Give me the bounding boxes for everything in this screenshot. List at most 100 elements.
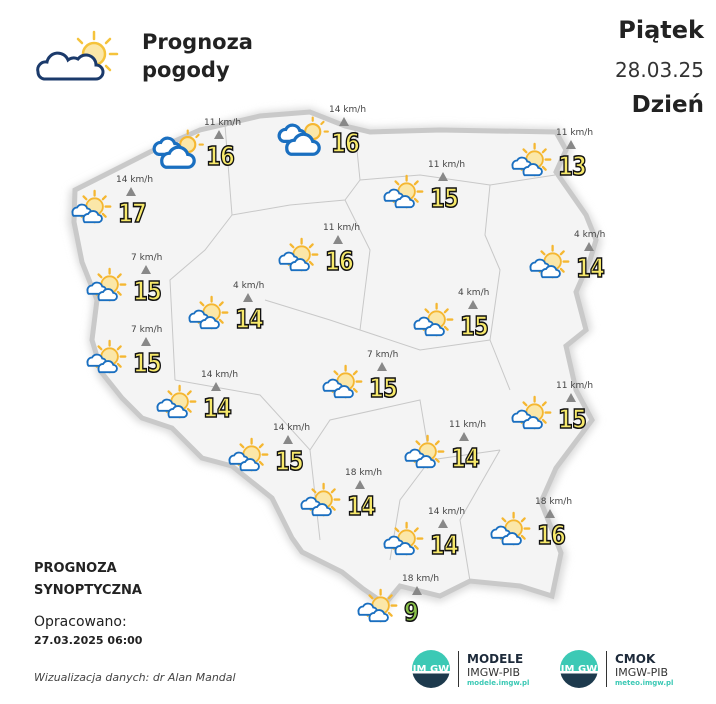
partly-cloudy-icon xyxy=(274,237,320,274)
title-line-2: pogody xyxy=(142,58,230,82)
wind-speed: 11 km/h xyxy=(556,381,594,391)
wind-speed: 14 km/h xyxy=(329,105,367,115)
wind-arrow-icon xyxy=(214,130,224,139)
wind-speed: 4 km/h xyxy=(233,281,265,291)
wind-arrow-icon xyxy=(412,586,422,595)
wind-arrow-icon xyxy=(141,265,151,274)
temperature: 15 xyxy=(429,183,459,215)
temperature: 16 xyxy=(536,520,566,552)
temperature: 14 xyxy=(202,393,232,425)
cloudy-icon xyxy=(151,128,205,172)
wind-speed: 14 km/h xyxy=(116,175,154,185)
wind-arrow-icon xyxy=(339,117,349,126)
forecast-day: Piątek xyxy=(618,16,704,44)
partly-cloudy-icon xyxy=(152,384,198,421)
forecast-period: Dzień xyxy=(631,92,704,118)
wind-speed: 11 km/h xyxy=(449,420,487,430)
temperature: 15 xyxy=(274,446,304,478)
partly-cloudy-icon xyxy=(67,189,113,226)
wind-arrow-icon xyxy=(459,432,469,441)
divider xyxy=(458,651,459,687)
wind-arrow-icon xyxy=(333,235,343,244)
partly-cloudy-icon xyxy=(184,295,230,332)
temperature: 14 xyxy=(234,304,264,336)
wind-arrow-icon xyxy=(243,293,253,302)
wind-speed: 4 km/h xyxy=(574,230,606,240)
label-line-1: PROGNOZA xyxy=(34,561,117,576)
temperature: 13 xyxy=(557,151,587,183)
partly-cloudy-icon xyxy=(82,339,128,376)
wind-arrow-icon xyxy=(438,519,448,528)
temperature: 14 xyxy=(429,530,459,562)
title-line-1: Prognoza xyxy=(142,30,253,54)
wind-speed: 7 km/h xyxy=(131,325,163,335)
wind-arrow-icon xyxy=(566,393,576,402)
logo-modele[interactable]: IM GW MODELE IMGW-PIB modele.imgw.pl xyxy=(412,650,529,688)
credit: Wizualizacja danych: dr Alan Mandal xyxy=(34,671,236,684)
wind-speed: 7 km/h xyxy=(131,253,163,263)
partly-cloudy-icon xyxy=(82,267,128,304)
wind-speed: 18 km/h xyxy=(345,468,383,478)
logo-cmok[interactable]: IM GW CMOK IMGW-PIB meteo.imgw.pl xyxy=(560,650,673,688)
wind-speed: 11 km/h xyxy=(323,223,361,233)
temperature: 16 xyxy=(324,246,354,278)
forecast-type-label: PROGNOZA SYNOPTYCZNA xyxy=(34,558,142,602)
temperature: 14 xyxy=(346,491,376,523)
partly-cloudy-icon xyxy=(379,521,425,558)
temperature: 14 xyxy=(450,443,480,475)
temperature: 15 xyxy=(459,311,489,343)
wind-speed: 7 km/h xyxy=(367,350,399,360)
temperature: 17 xyxy=(117,198,147,230)
imgw-logo-icon: IM GW xyxy=(560,650,598,688)
wind-speed: 14 km/h xyxy=(428,507,466,517)
wind-arrow-icon xyxy=(211,382,221,391)
wind-speed: 14 km/h xyxy=(273,423,311,433)
wind-speed: 11 km/h xyxy=(428,160,466,170)
temperature: 15 xyxy=(368,373,398,405)
forecast-date: 28.03.25 xyxy=(614,58,704,82)
label-line-2: SYNOPTYCZNA xyxy=(34,583,142,598)
wind-arrow-icon xyxy=(468,300,478,309)
wind-arrow-icon xyxy=(141,337,151,346)
temperature: 16 xyxy=(205,141,235,173)
logo-org: IMGW-PIB xyxy=(615,665,669,679)
wind-arrow-icon xyxy=(545,509,555,518)
wind-speed: 18 km/h xyxy=(402,574,440,584)
wind-speed: 4 km/h xyxy=(458,288,490,298)
wind-speed: 14 km/h xyxy=(201,370,239,380)
partly-cloudy-icon xyxy=(296,482,342,519)
logo-url[interactable]: meteo.imgw.pl xyxy=(615,678,674,687)
logo-name: MODELE xyxy=(467,651,524,666)
partly-cloudy-icon xyxy=(486,511,532,548)
logo-org: IMGW-PIB xyxy=(467,665,521,679)
wind-arrow-icon xyxy=(283,435,293,444)
partly-cloudy-icon xyxy=(507,395,553,432)
logo-name: CMOK xyxy=(615,651,656,666)
wind-speed: 18 km/h xyxy=(535,497,573,507)
partly-cloudy-icon xyxy=(353,588,399,625)
wind-arrow-icon xyxy=(126,187,136,196)
temperature: 15 xyxy=(132,348,162,380)
wind-arrow-icon xyxy=(566,140,576,149)
temperature: 9 xyxy=(403,597,419,629)
partly-cloudy-icon xyxy=(379,174,425,211)
temperature: 16 xyxy=(330,128,360,160)
prepared-value: 27.03.2025 06:00 xyxy=(34,634,143,647)
partly-cloudy-icon xyxy=(36,30,119,81)
wind-arrow-icon xyxy=(584,242,594,251)
logo-url[interactable]: modele.imgw.pl xyxy=(467,678,530,687)
partly-cloudy-icon xyxy=(400,434,446,471)
cloudy-icon xyxy=(276,115,330,159)
imgw-logo-icon: IM GW xyxy=(412,650,450,688)
temperature: 15 xyxy=(132,276,162,308)
page-title: Prognoza pogody xyxy=(142,28,253,84)
divider xyxy=(606,651,607,687)
temperature: 14 xyxy=(575,253,605,285)
partly-cloudy-icon xyxy=(224,437,270,474)
partly-cloudy-icon xyxy=(409,302,455,339)
partly-cloudy-icon xyxy=(318,364,364,401)
prepared-label: Opracowano: xyxy=(34,614,127,630)
wind-arrow-icon xyxy=(377,362,387,371)
wind-arrow-icon xyxy=(355,480,365,489)
wind-arrow-icon xyxy=(438,172,448,181)
